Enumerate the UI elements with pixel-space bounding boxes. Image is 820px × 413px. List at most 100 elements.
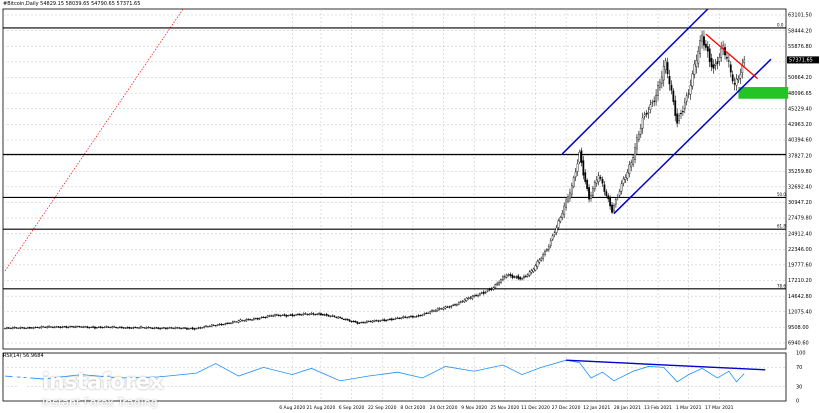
candle-body xyxy=(586,179,589,189)
candle-body xyxy=(521,278,523,280)
date-tick-label: 22 Sep 2020 xyxy=(368,405,397,411)
candle-body xyxy=(538,259,541,263)
candle-body xyxy=(682,111,684,113)
candle-body xyxy=(187,328,190,330)
candle-body xyxy=(613,205,615,212)
candle-body xyxy=(86,326,89,328)
candle-body xyxy=(304,313,307,315)
candle-body xyxy=(84,326,87,328)
candle-body xyxy=(448,306,451,308)
candle-body xyxy=(410,315,412,317)
candle-body xyxy=(170,327,173,329)
date-tick-label: 6 Sep 2020 xyxy=(339,405,365,411)
candle-body xyxy=(235,321,238,323)
candle-body xyxy=(456,304,458,306)
candle-body xyxy=(193,328,196,330)
candle-body xyxy=(680,113,682,115)
candle-body xyxy=(143,327,146,329)
candle-body xyxy=(475,295,477,297)
candle-body xyxy=(17,327,20,329)
candle-body xyxy=(561,213,564,218)
candle-body xyxy=(358,322,361,324)
candle-body xyxy=(310,313,313,315)
price-tick-label: 12075.40 xyxy=(788,309,812,315)
candle-body xyxy=(634,147,636,160)
price-tick-label: 42963.20 xyxy=(788,122,812,128)
candle-body xyxy=(733,83,736,85)
candle-body xyxy=(687,93,690,95)
rsi-tick-label: 70 xyxy=(796,365,802,371)
rsi-header: RSI(14) 56.9684 xyxy=(3,353,44,359)
candle-body xyxy=(262,316,265,318)
candle-body xyxy=(457,302,460,305)
candle-body xyxy=(55,326,58,328)
candle-body xyxy=(674,100,677,116)
candle-body xyxy=(689,85,692,95)
candle-body xyxy=(140,326,142,329)
candle-body xyxy=(161,327,163,329)
chart-ohlc: 54829.15 58039.65 54790.65 57371.65 xyxy=(40,1,141,7)
candle-body xyxy=(48,325,50,328)
candle-body xyxy=(184,327,186,329)
level-label: 78.6 xyxy=(777,283,786,288)
candle-body xyxy=(65,326,68,328)
candle-body xyxy=(415,315,418,317)
price-tick-label: 14642.80 xyxy=(788,294,812,300)
candle-body xyxy=(82,326,85,328)
candle-body xyxy=(597,175,600,182)
rsi-tick-label: 0 xyxy=(796,399,799,405)
candle-body xyxy=(413,316,416,318)
candle-body xyxy=(389,318,391,320)
candle-body xyxy=(716,61,719,65)
candle-body xyxy=(339,317,342,319)
candle-body xyxy=(141,327,144,329)
candle-body xyxy=(697,51,700,64)
candle-body xyxy=(381,319,384,321)
candle-body xyxy=(417,315,420,317)
candle-body xyxy=(703,36,705,46)
candle-body xyxy=(699,40,702,54)
price-tick-label: 24912.40 xyxy=(788,231,812,237)
candle-body xyxy=(97,326,100,328)
candle-body xyxy=(678,115,680,122)
price-tick-label: 32692.40 xyxy=(788,185,812,191)
candle-body xyxy=(534,265,537,271)
candle-body xyxy=(107,326,110,328)
candle-body xyxy=(138,327,140,329)
candle-body xyxy=(94,326,96,329)
candle-body xyxy=(9,328,12,330)
candle-body xyxy=(601,179,604,184)
date-tick-label: 27 Dec 2020 xyxy=(552,405,581,411)
candle-body xyxy=(247,319,250,321)
candle-body xyxy=(205,325,207,327)
candle-body xyxy=(258,318,261,320)
candle-body xyxy=(145,327,148,329)
price-tick-label: 9508.00 xyxy=(788,325,809,331)
candle-body xyxy=(494,284,497,288)
candle-body xyxy=(354,320,357,323)
candle-body xyxy=(34,326,37,328)
candle-body xyxy=(517,275,520,279)
candle-body xyxy=(23,327,26,329)
candle-body xyxy=(431,310,433,312)
candle-body xyxy=(683,102,686,110)
candle-body xyxy=(63,326,66,328)
candle-body xyxy=(712,64,715,69)
price-tick-label: 45229.40 xyxy=(788,106,812,112)
date-tick-label: 21 Aug 2020 xyxy=(307,405,336,411)
candle-body xyxy=(515,276,518,278)
price-zone xyxy=(738,87,789,99)
candle-body xyxy=(329,315,332,317)
candle-body xyxy=(394,317,397,320)
candle-body xyxy=(103,326,106,328)
candle-body xyxy=(312,313,315,315)
candle-body xyxy=(436,308,439,311)
level-label: 61.8 xyxy=(777,224,786,229)
candle-body xyxy=(134,327,137,329)
candle-body xyxy=(67,327,70,329)
candle-body xyxy=(572,177,575,187)
candle-body xyxy=(611,204,613,213)
candle-body xyxy=(216,324,219,326)
candle-body xyxy=(71,326,73,328)
candle-body xyxy=(276,314,278,316)
